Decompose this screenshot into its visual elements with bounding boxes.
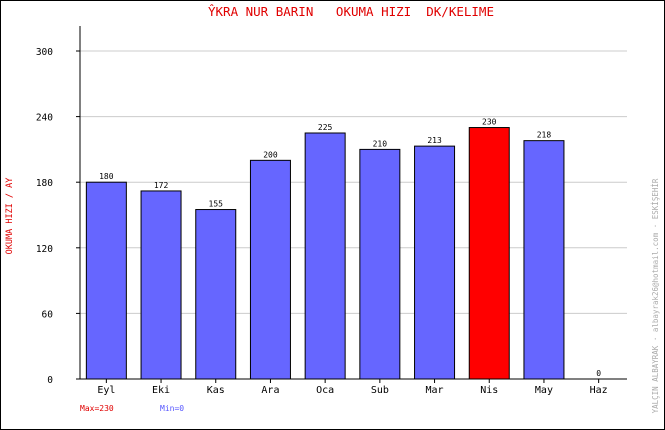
x-tick-label: Oca xyxy=(316,385,334,396)
x-tick-label: Nis xyxy=(480,385,498,396)
y-tick-label: 180 xyxy=(36,178,53,189)
x-tick-label: Kas xyxy=(207,385,225,396)
x-tick-label: May xyxy=(535,385,553,396)
x-tick-label: Mar xyxy=(426,385,444,396)
y-tick-label: 60 xyxy=(42,309,54,320)
bar-oca xyxy=(304,132,346,380)
x-tick-label: Eyl xyxy=(97,385,115,396)
bar-sub xyxy=(359,148,401,380)
data-label: 155 xyxy=(209,200,224,209)
y-tick-labels: 0 60 120 180 240 300 xyxy=(36,47,80,386)
y-tick-label: 0 xyxy=(47,375,53,386)
y-tick-label: 240 xyxy=(36,113,53,124)
bar-kas xyxy=(195,209,237,380)
bars xyxy=(85,127,565,380)
y-axis-label: OKUMA HIZI / AY xyxy=(5,178,15,255)
data-label: 200 xyxy=(263,150,278,159)
data-label: 0 xyxy=(596,369,601,378)
data-label: 172 xyxy=(154,181,169,190)
bar-eki xyxy=(140,190,182,380)
author-watermark: YALÇIN ALBAYRAK · albayrak26@hotmail.com… xyxy=(651,178,660,413)
y-tick-label: 300 xyxy=(36,47,53,58)
data-label: 210 xyxy=(373,139,388,148)
bar-nis xyxy=(468,127,510,380)
x-tick-labels: Eyl Eki Kas Ara Oca Sub Mar Nis May Haz xyxy=(97,379,608,396)
bar-may xyxy=(523,140,565,380)
data-labels: 180 172 155 200 225 210 213 230 218 0 xyxy=(99,118,601,378)
data-label: 180 xyxy=(99,172,114,181)
data-label: 213 xyxy=(427,136,442,145)
chart-title: ŶKRA NUR BARIN OKUMA HIZI DK/KELIME xyxy=(208,4,494,19)
min-label: Min=0 xyxy=(160,404,184,413)
bar-eyl xyxy=(85,181,127,380)
data-label: 218 xyxy=(537,131,552,140)
x-tick-label: Sub xyxy=(371,385,389,396)
x-tick-label: Haz xyxy=(590,385,608,396)
bar-mar xyxy=(414,145,456,380)
data-label: 225 xyxy=(318,123,333,132)
x-tick-label: Eki xyxy=(152,385,170,396)
data-label: 230 xyxy=(482,118,497,127)
x-tick-label: Ara xyxy=(261,385,279,396)
y-tick-label: 120 xyxy=(36,244,53,255)
bar-ara xyxy=(249,159,291,380)
max-label: Max=230 xyxy=(80,404,114,413)
axes xyxy=(79,26,627,380)
